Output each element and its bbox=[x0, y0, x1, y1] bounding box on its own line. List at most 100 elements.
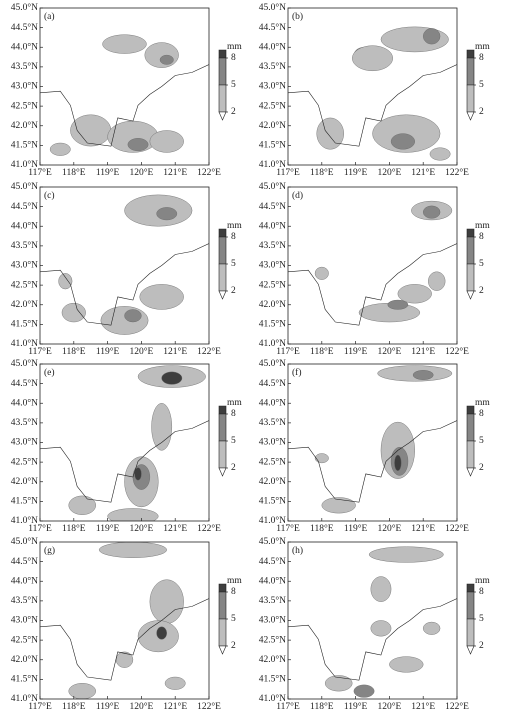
province-border bbox=[40, 243, 209, 326]
colorbar-tick-label: 8 bbox=[479, 409, 484, 419]
precip-area bbox=[412, 370, 434, 380]
y-tick-label: 45.0°N bbox=[11, 536, 38, 547]
x-tick-label: 122°E bbox=[445, 346, 469, 357]
map-panel bbox=[288, 200, 457, 326]
y-tick-label: 43.5°N bbox=[11, 595, 38, 606]
x-tick-label: 118°E bbox=[62, 701, 86, 712]
y-tick-label: 44.0°N bbox=[259, 41, 286, 52]
precip-area bbox=[149, 579, 184, 624]
x-tick-label: 122°E bbox=[197, 346, 221, 357]
y-tick-label: 41.5°N bbox=[11, 674, 38, 685]
colorbar-segment bbox=[466, 413, 475, 442]
precip-area bbox=[49, 142, 71, 156]
colorbar-segment bbox=[218, 645, 227, 655]
x-tick-label: 121°E bbox=[163, 346, 187, 357]
precip-area bbox=[370, 620, 392, 637]
province-border bbox=[40, 64, 209, 147]
y-tick-label: 41.5°N bbox=[11, 496, 38, 507]
x-tick-label: 117°E bbox=[28, 523, 52, 534]
precip-area bbox=[100, 306, 149, 335]
map-panel bbox=[40, 365, 209, 521]
precip-area bbox=[134, 467, 142, 481]
map-panel bbox=[40, 542, 209, 699]
y-tick-label: 43.5°N bbox=[259, 595, 286, 606]
y-tick-label: 43.0°N bbox=[11, 615, 38, 626]
precip-area bbox=[159, 54, 174, 65]
y-tick-label: 42.0°N bbox=[11, 120, 38, 131]
x-tick-label: 117°E bbox=[276, 701, 300, 712]
y-tick-label: 42.0°N bbox=[259, 299, 286, 310]
precip-area bbox=[321, 497, 356, 514]
y-tick-label: 44.5°N bbox=[259, 556, 286, 567]
y-tick-label: 43.0°N bbox=[259, 437, 286, 448]
x-tick-label: 119°E bbox=[344, 346, 368, 357]
colorbar-segment bbox=[466, 440, 475, 469]
colorbar-tick-label: 5 bbox=[231, 614, 236, 624]
x-tick-label: 121°E bbox=[163, 523, 187, 534]
colorbar-unit: mm bbox=[475, 576, 490, 586]
y-tick-label: 43.5°N bbox=[11, 417, 38, 428]
colorbar-segment bbox=[218, 405, 227, 415]
colorbar-segment bbox=[218, 57, 227, 86]
y-tick-label: 41.5°N bbox=[259, 674, 286, 685]
colorbar-segment bbox=[466, 645, 475, 655]
x-tick-label: 118°E bbox=[310, 346, 334, 357]
colorbar-segment bbox=[218, 263, 227, 292]
colorbar-unit: mm bbox=[227, 398, 242, 408]
precip-area bbox=[156, 626, 167, 640]
x-tick-label: 122°E bbox=[445, 523, 469, 534]
colorbar-segment bbox=[218, 111, 227, 121]
x-tick-label: 117°E bbox=[276, 523, 300, 534]
y-tick-label: 44.0°N bbox=[11, 397, 38, 408]
y-tick-label: 44.0°N bbox=[11, 41, 38, 52]
y-tick-label: 42.5°N bbox=[11, 100, 38, 111]
y-tick-label: 42.0°N bbox=[11, 654, 38, 665]
colorbar-tick-label: 2 bbox=[479, 463, 484, 473]
precip-area bbox=[390, 133, 415, 150]
y-tick-label: 43.5°N bbox=[11, 61, 38, 72]
y-tick-label: 44.5°N bbox=[259, 201, 286, 212]
x-tick-label: 120°E bbox=[129, 523, 153, 534]
precip-area bbox=[394, 454, 402, 471]
panel-frame bbox=[39, 363, 210, 522]
y-tick-label: 41.0°N bbox=[259, 515, 286, 526]
precip-area bbox=[68, 683, 96, 699]
colorbar-tick-label: 2 bbox=[231, 463, 236, 473]
x-tick-label: 121°E bbox=[411, 523, 435, 534]
y-tick-label: 41.0°N bbox=[11, 693, 38, 704]
panel-label: (a) bbox=[44, 11, 55, 22]
precip-area bbox=[370, 576, 392, 602]
y-tick-label: 41.0°N bbox=[11, 338, 38, 349]
precip-area bbox=[98, 542, 167, 558]
precip-area bbox=[353, 684, 375, 698]
precip-area bbox=[352, 45, 393, 72]
precip-area bbox=[316, 117, 344, 150]
colorbar-segment bbox=[466, 84, 475, 113]
colorbar-segment bbox=[466, 583, 475, 593]
colorbar-tick-label: 8 bbox=[231, 587, 236, 597]
y-tick-label: 43.0°N bbox=[11, 81, 38, 92]
y-tick-label: 44.0°N bbox=[11, 575, 38, 586]
precip-area bbox=[428, 271, 446, 291]
y-tick-label: 43.5°N bbox=[259, 61, 286, 72]
x-tick-label: 119°E bbox=[96, 346, 120, 357]
colorbar-tick-label: 5 bbox=[479, 614, 484, 624]
province-border bbox=[288, 243, 457, 326]
colorbar-tick-label: 5 bbox=[231, 80, 236, 90]
x-tick-label: 119°E bbox=[96, 523, 120, 534]
colorbar-tick-label: 8 bbox=[231, 232, 236, 242]
precip-area bbox=[324, 675, 353, 692]
y-tick-label: 42.0°N bbox=[259, 476, 286, 487]
precip-area bbox=[151, 403, 173, 451]
colorbar-segment bbox=[218, 618, 227, 647]
x-tick-label: 120°E bbox=[377, 167, 401, 178]
colorbar-segment bbox=[218, 440, 227, 469]
precip-area bbox=[107, 508, 159, 521]
colorbar-tick-label: 8 bbox=[479, 587, 484, 597]
precip-area bbox=[149, 130, 184, 153]
precip-area bbox=[102, 34, 147, 54]
colorbar-segment bbox=[218, 236, 227, 265]
y-tick-label: 44.5°N bbox=[11, 201, 38, 212]
precip-area bbox=[387, 299, 409, 310]
